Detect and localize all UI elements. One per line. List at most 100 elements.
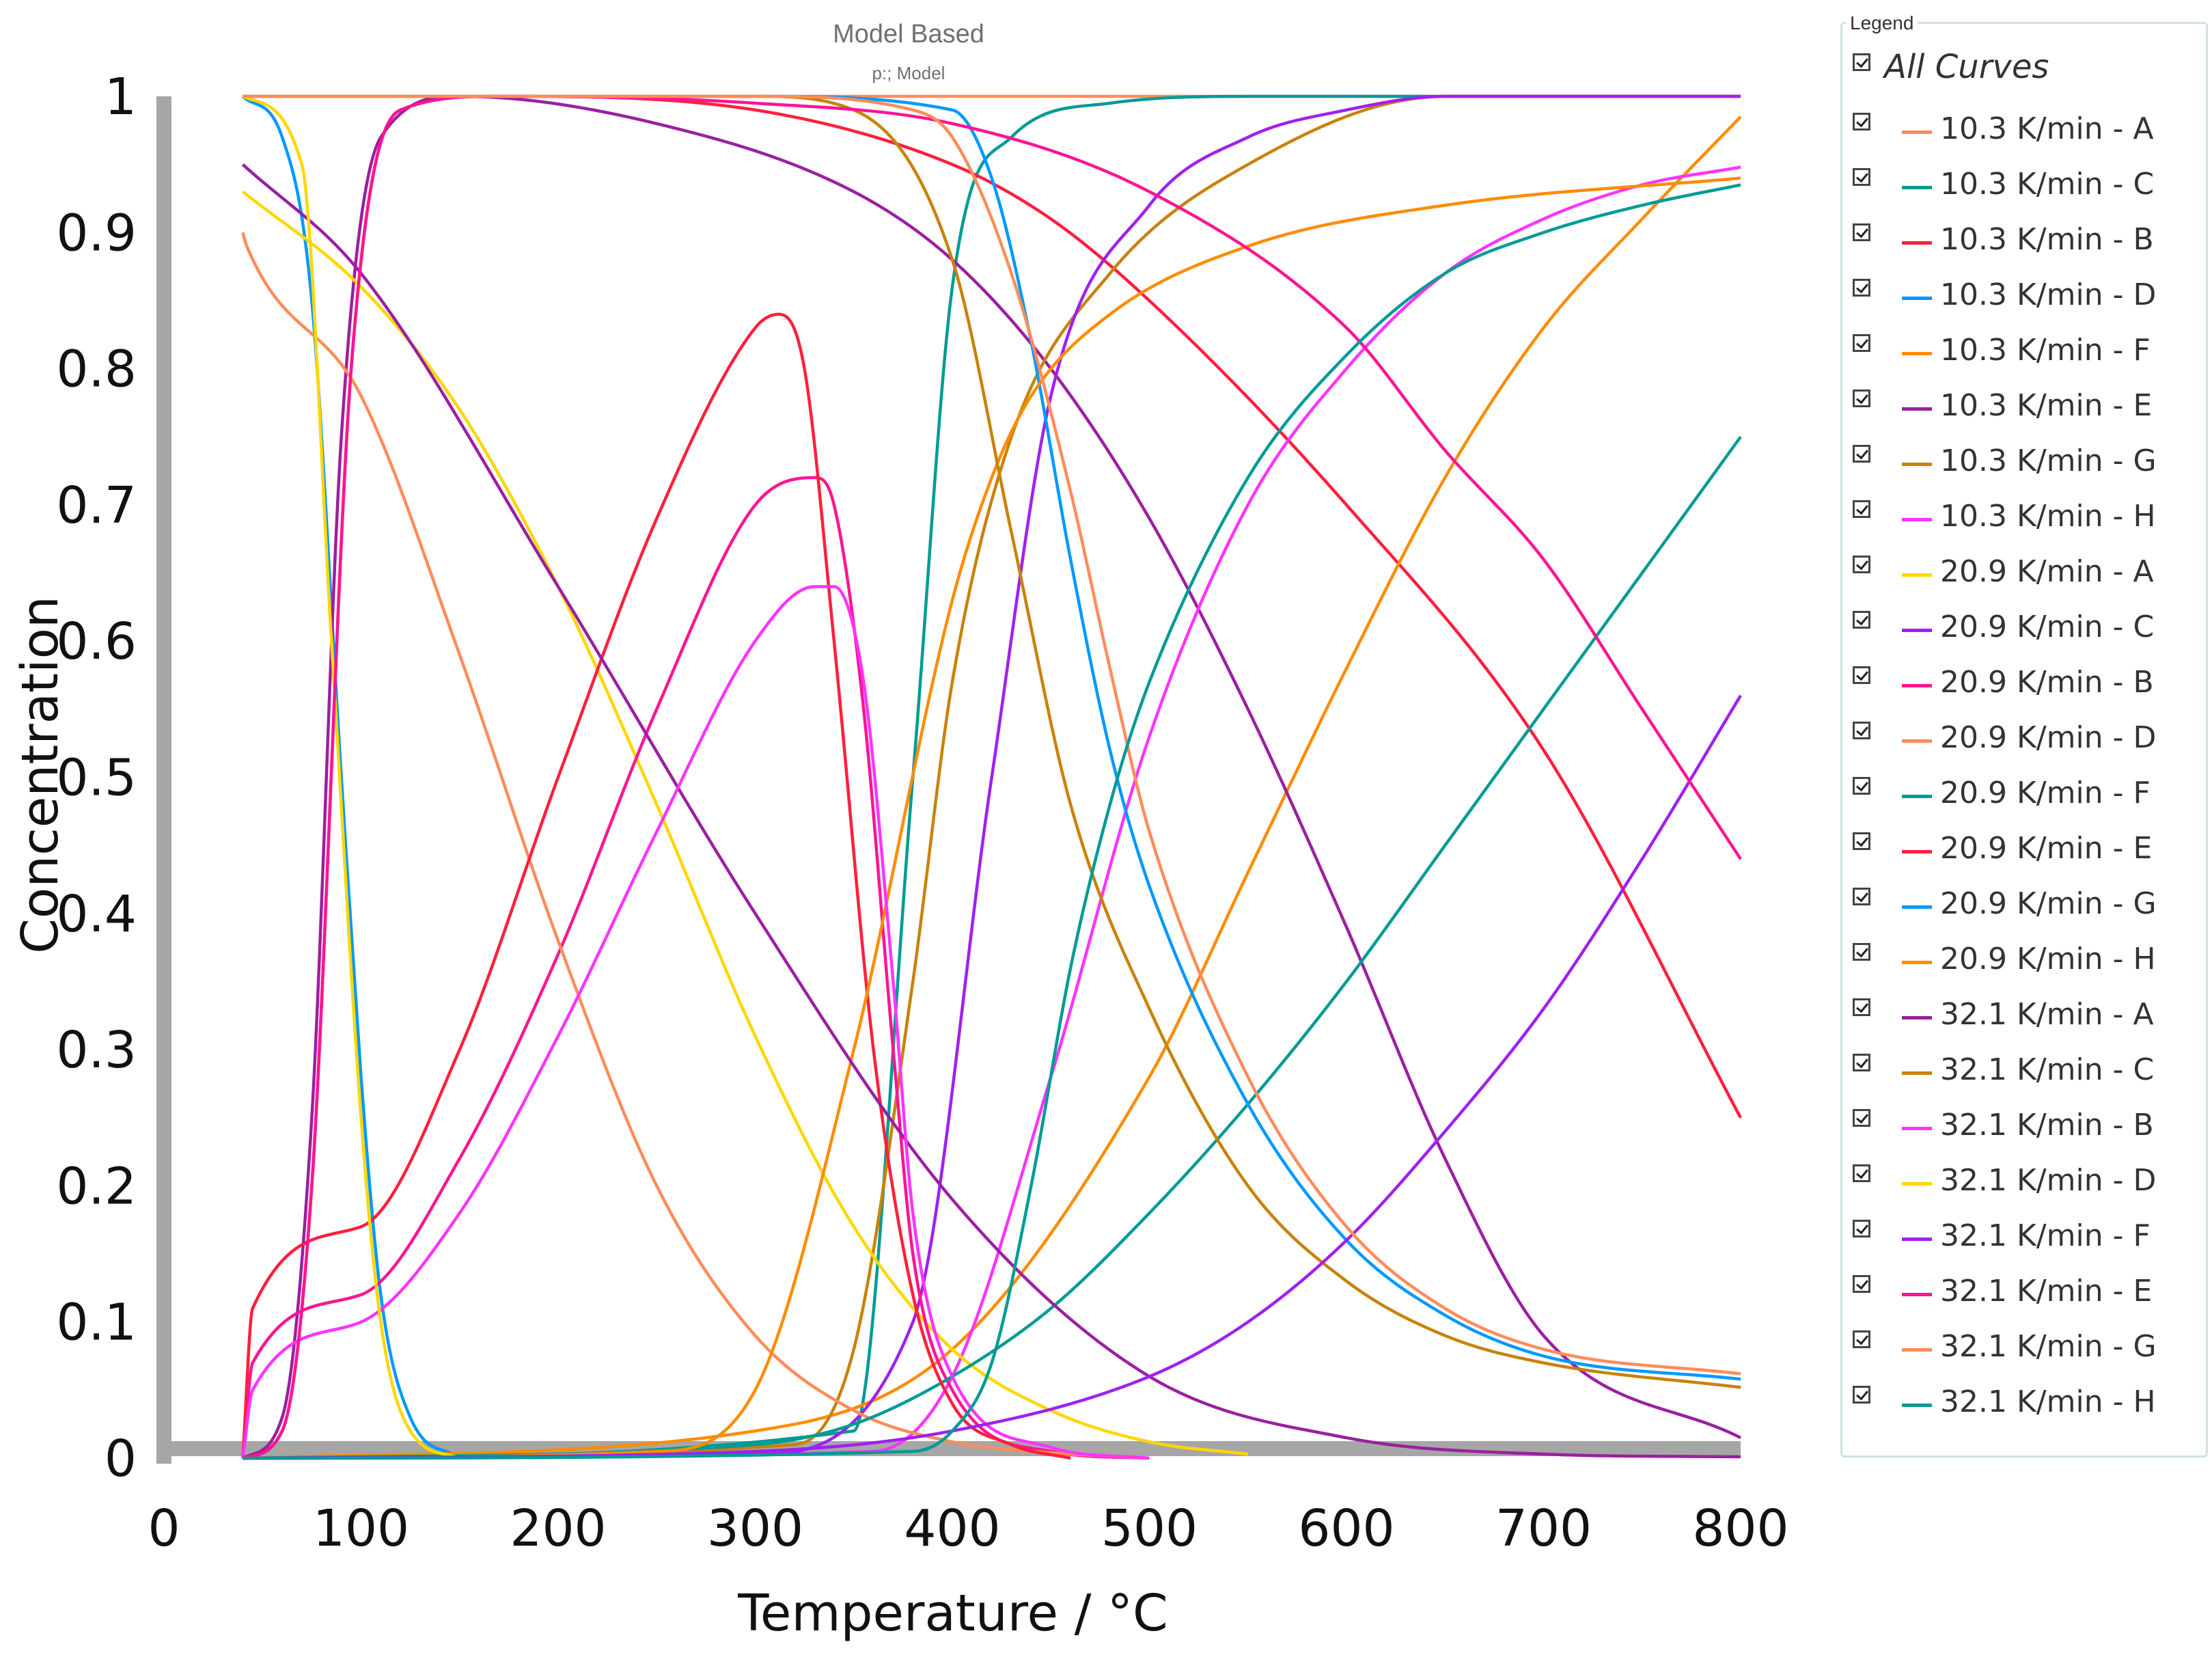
x-tick-label: 500 (1101, 1499, 1198, 1558)
series-line-4 (241, 95, 461, 1460)
legend-checkbox[interactable] (1853, 943, 1870, 961)
y-tick-label: 0.9 (56, 204, 137, 262)
legend-label: 10.3 K/min - B (1940, 222, 2154, 257)
legend-swatch (1902, 1348, 1932, 1352)
series-line-23 (243, 94, 1741, 1376)
x-tick-label: 800 (1692, 1499, 1788, 1558)
legend-checkbox[interactable] (1853, 223, 1870, 241)
y-tick-label: 0.4 (56, 885, 137, 944)
legend-label: 32.1 K/min - G (1940, 1329, 2157, 1364)
legend-checkbox[interactable] (1853, 1220, 1870, 1237)
legend-swatch (1902, 573, 1932, 577)
series-line-2 (243, 94, 1741, 1460)
chart-subtitle: p:; Model (872, 63, 945, 83)
series-line-22 (242, 94, 1742, 1460)
legend-label: 20.9 K/min - C (1940, 610, 2155, 644)
legend-label: 32.1 K/min - H (1940, 1384, 2156, 1419)
all-curves-checkbox[interactable] (1853, 53, 1870, 71)
legend-label: 32.1 K/min - C (1940, 1052, 2155, 1087)
x-axis-label: Temperature / °C (737, 1584, 1167, 1643)
legend-checkbox[interactable] (1853, 1164, 1870, 1182)
legend-caption: Legend (1846, 12, 1918, 34)
x-tick-label: 600 (1298, 1499, 1394, 1558)
legend-swatch (1902, 1182, 1932, 1186)
legend-label: 32.1 K/min - B (1940, 1108, 2154, 1143)
legend-label: 10.3 K/min - D (1940, 277, 2157, 312)
series-line-17 (241, 163, 1741, 1459)
legend-checkbox[interactable] (1853, 168, 1870, 186)
legend-checkbox[interactable] (1853, 445, 1870, 463)
legend-label: 10.3 K/min - E (1940, 388, 2153, 423)
legend-swatch (1902, 905, 1932, 909)
legend-swatch (1902, 518, 1932, 521)
legend-checkbox[interactable] (1853, 1386, 1870, 1404)
y-tick-label: 0 (105, 1430, 137, 1488)
x-tick-label: 100 (313, 1499, 409, 1558)
x-tick-label: 300 (707, 1499, 803, 1558)
series-line-8 (243, 165, 1741, 1460)
legend-swatch (1902, 739, 1932, 743)
legend-checkbox[interactable] (1853, 777, 1870, 795)
y-tick-label: 0.3 (56, 1021, 137, 1080)
legend-checkbox[interactable] (1853, 722, 1870, 739)
y-tick-label: 0.8 (56, 340, 137, 399)
legend-swatch (1902, 1127, 1932, 1130)
legend-label: 20.9 K/min - D (1940, 720, 2157, 755)
legend-swatch (1902, 1071, 1932, 1075)
legend-swatch (1902, 297, 1932, 300)
y-axis-label: Concentration (11, 596, 70, 954)
x-tick-label: 700 (1495, 1499, 1592, 1558)
legend-checkbox[interactable] (1853, 611, 1870, 629)
series-line-21 (243, 694, 1742, 1460)
legend-swatch (1902, 186, 1932, 189)
series-line-13 (243, 435, 1742, 1460)
series-line-18 (243, 94, 1741, 1389)
legend-swatch (1902, 961, 1932, 964)
series-line-5 (243, 115, 1742, 1460)
y-tick-label: 0.6 (56, 612, 137, 671)
y-tick-label: 0.2 (56, 1157, 137, 1216)
legend-swatch (1902, 463, 1932, 466)
series-line-6 (242, 94, 1742, 1460)
legend-checkbox[interactable] (1853, 1330, 1870, 1348)
legend-checkbox[interactable] (1853, 888, 1870, 905)
legend-swatch (1902, 1293, 1932, 1296)
legend-swatch (1902, 352, 1932, 355)
y-tick-label: 0.5 (56, 749, 137, 808)
y-tick-label: 0.7 (56, 476, 137, 535)
legend-swatch (1902, 850, 1932, 853)
legend-swatch (1902, 1237, 1932, 1241)
legend-checkbox[interactable] (1853, 666, 1870, 684)
legend-swatch (1902, 684, 1932, 687)
legend-label: 20.9 K/min - B (1940, 665, 2154, 700)
legend-label: 32.1 K/min - D (1940, 1163, 2157, 1198)
legend-label: 10.3 K/min - F (1940, 333, 2151, 368)
legend-checkbox[interactable] (1853, 113, 1870, 131)
legend-label: 20.9 K/min - G (1940, 886, 2157, 921)
legend-label: 20.9 K/min - H (1940, 942, 2156, 976)
legend-label: 20.9 K/min - E (1940, 831, 2153, 866)
legend-panel (1840, 22, 2208, 1458)
legend-label: 32.1 K/min - F (1940, 1218, 2151, 1253)
legend-checkbox[interactable] (1853, 832, 1870, 850)
series-line-19 (241, 585, 1150, 1460)
legend-checkbox[interactable] (1853, 389, 1870, 407)
legend-checkbox[interactable] (1853, 1275, 1870, 1293)
legend-checkbox[interactable] (1853, 500, 1870, 518)
legend-checkbox[interactable] (1853, 279, 1870, 297)
legend-swatch (1902, 241, 1932, 245)
legend-checkbox[interactable] (1853, 1109, 1870, 1127)
legend-swatch (1902, 1404, 1932, 1407)
legend-swatch (1902, 1016, 1932, 1020)
legend-checkbox[interactable] (1853, 556, 1870, 573)
legend-label: 20.9 K/min - F (1940, 776, 2151, 810)
legend-checkbox[interactable] (1853, 998, 1870, 1016)
series-line-12 (241, 232, 1150, 1460)
legend-checkbox[interactable] (1853, 1054, 1870, 1071)
all-curves-label[interactable]: All Curves (1884, 48, 2049, 86)
series-line-20 (242, 94, 460, 1460)
legend-swatch (1902, 131, 1932, 134)
legend-label: 10.3 K/min - A (1940, 111, 2154, 146)
legend-checkbox[interactable] (1853, 334, 1870, 352)
chart-title: Model Based (833, 20, 984, 49)
